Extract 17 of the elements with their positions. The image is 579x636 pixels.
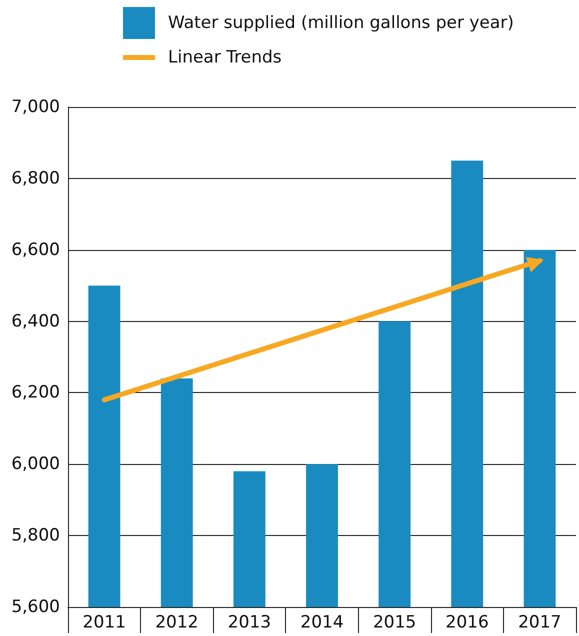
x-tick-label: 2013 bbox=[228, 612, 272, 632]
y-tick-label: 6,800 bbox=[11, 168, 60, 188]
y-tick-label: 7,000 bbox=[11, 97, 60, 117]
x-tick-label: 2014 bbox=[300, 612, 344, 632]
x-tick-label: 2015 bbox=[372, 612, 416, 632]
y-tick-label: 6,000 bbox=[11, 454, 60, 474]
legend-label: Water supplied (million gallons per year) bbox=[168, 13, 514, 33]
y-tick-label: 5,800 bbox=[11, 526, 60, 546]
y-tick-label: 6,400 bbox=[11, 311, 60, 332]
y-tick-label: 6,200 bbox=[11, 382, 60, 403]
x-tick-label: 2017 bbox=[518, 612, 562, 632]
x-tick-label: 2016 bbox=[446, 612, 489, 632]
x-tick-label: 2012 bbox=[155, 612, 198, 632]
y-tick-label: 6,600 bbox=[11, 240, 60, 260]
legend-label: Linear Trends bbox=[168, 48, 282, 68]
x-tick-label: 2011 bbox=[82, 612, 126, 632]
y-tick-label: 5,600 bbox=[11, 597, 60, 617]
